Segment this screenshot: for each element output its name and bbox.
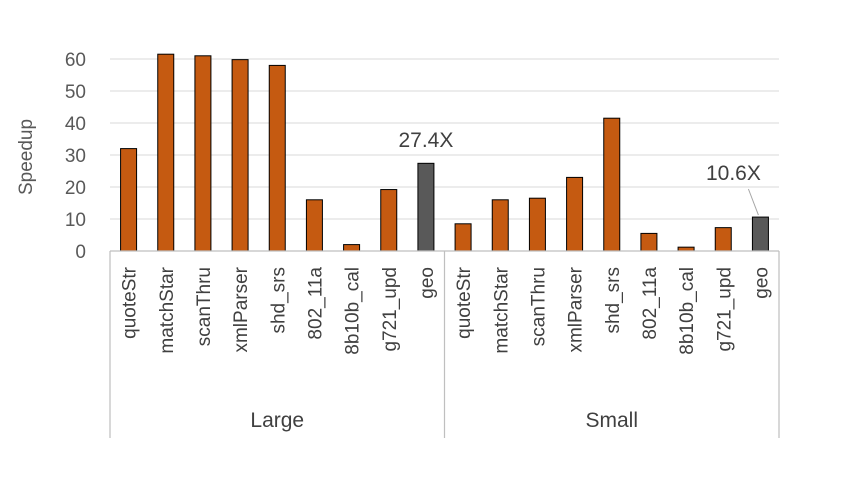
x-category-label: matchStar — [157, 266, 178, 353]
bar-large-matchStar — [157, 53, 175, 252]
x-category-label: geo — [751, 267, 772, 299]
bar-small-shd_srs — [603, 117, 621, 252]
group-label: Small — [585, 409, 638, 432]
x-category-label: scanThru — [528, 267, 549, 346]
y-tick-label: 30 — [65, 146, 86, 167]
bar-small-quoteStr — [454, 223, 472, 252]
y-tick-label: 10 — [65, 210, 86, 231]
labels: 0 10 20 30 40 50 60 quoteStr matchStar scanThru xm… — [65, 50, 773, 432]
x-category-label: quoteStr — [454, 266, 475, 338]
x-category-label: xmlParser — [566, 266, 587, 352]
bar-small-g721_upd — [714, 227, 732, 252]
x-category-label: scanThru — [194, 267, 215, 346]
y-tick-label: 60 — [65, 50, 86, 71]
x-category-label: xmlParser — [231, 266, 252, 352]
gridlines — [110, 58, 779, 220]
bar-large-g721_upd — [380, 189, 398, 252]
annotation-leader-line — [747, 188, 759, 216]
bar-large-scanThru — [194, 55, 212, 252]
x-category-label: 802_11a — [305, 267, 326, 340]
x-category-label: geo — [417, 267, 438, 299]
bar-large-geo — [417, 162, 435, 252]
y-tick-label: 0 — [75, 242, 86, 263]
x-category-label: 8b10b_cal — [677, 267, 698, 355]
bar-large-8b10b_cal — [343, 244, 361, 252]
bars — [120, 53, 769, 252]
y-tick-label: 50 — [65, 82, 86, 103]
bar-large-shd_srs — [268, 64, 286, 252]
bar-small-scanThru — [528, 197, 546, 252]
speedup-annotation: 10.6X — [706, 162, 761, 185]
x-category-label: 8b10b_cal — [343, 267, 364, 355]
x-category-label: 802_11a — [640, 267, 661, 340]
x-category-label: g721_upd — [380, 267, 401, 352]
bar-small-geo — [751, 216, 769, 252]
x-category-label: shd_srs — [268, 267, 289, 334]
bar-small-matchStar — [491, 199, 509, 252]
x-category-label: g721_upd — [714, 267, 735, 352]
y-tick-label: 20 — [65, 178, 86, 199]
speedup-annotation: 27.4X — [398, 129, 453, 152]
y-tick-label: 40 — [65, 114, 86, 135]
bar-large-quoteStr — [120, 148, 138, 252]
bar-small-xmlParser — [566, 176, 584, 252]
x-category-label: matchStar — [491, 266, 512, 353]
group-label: Large — [250, 409, 304, 432]
bar-small-802_11a — [640, 232, 658, 252]
bar-large-802_11a — [305, 199, 323, 252]
y-axis-title: Speedup — [16, 119, 37, 195]
x-category-label: shd_srs — [603, 267, 624, 334]
x-category-label: quoteStr — [120, 266, 141, 338]
bar-large-xmlParser — [231, 59, 249, 252]
axes — [109, 250, 780, 438]
